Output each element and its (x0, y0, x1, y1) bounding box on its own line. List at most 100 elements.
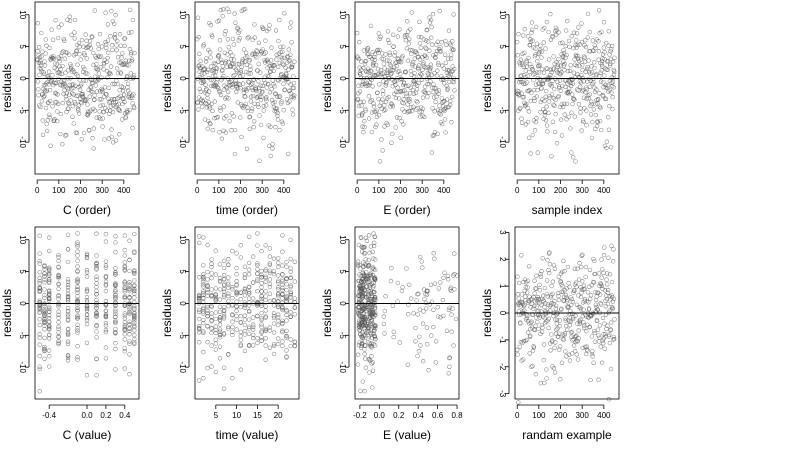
data-point (209, 32, 215, 38)
data-point (450, 64, 455, 69)
data-point (408, 27, 413, 32)
data-point (567, 352, 572, 357)
data-point (599, 127, 604, 133)
data-point (49, 27, 54, 32)
data-point (602, 245, 607, 250)
data-point (228, 50, 233, 55)
data-point (46, 82, 51, 87)
data-point (611, 296, 617, 302)
data-point (522, 308, 527, 313)
data-point (84, 295, 90, 300)
data-point (110, 47, 115, 53)
data-point (401, 101, 406, 106)
data-point (216, 18, 222, 23)
data-point (404, 46, 409, 51)
data-point (394, 115, 400, 120)
data-point (75, 344, 80, 349)
data-point (368, 344, 373, 349)
data-point (262, 51, 267, 56)
data-point (530, 38, 535, 43)
data-point (201, 306, 206, 312)
data-point (570, 351, 575, 356)
data-point (132, 249, 137, 254)
data-point (113, 320, 118, 326)
data-point (126, 88, 131, 93)
data-point (546, 251, 552, 256)
data-point (600, 56, 605, 61)
y-tick-label: -1 (498, 336, 507, 344)
data-point (578, 80, 584, 85)
data-point (56, 324, 61, 329)
data-point (267, 328, 273, 333)
data-point (383, 99, 389, 104)
data-point (234, 265, 239, 271)
data-point (56, 304, 61, 309)
data-point (122, 349, 127, 354)
data-point (114, 48, 119, 53)
data-point (73, 83, 78, 89)
data-point (47, 348, 52, 353)
data-point (266, 74, 272, 79)
data-point (448, 56, 454, 61)
data-point (372, 57, 378, 62)
data-point (570, 77, 575, 82)
data-point (528, 333, 533, 338)
data-point (100, 102, 106, 108)
data-point (203, 82, 208, 87)
y-axis-label: residuals (320, 289, 334, 337)
data-point (81, 44, 86, 49)
data-point (428, 282, 434, 287)
data-point (127, 306, 132, 312)
data-point (439, 40, 444, 45)
data-point (360, 286, 365, 291)
data-point (361, 333, 366, 338)
data-point (534, 24, 539, 30)
data-point (255, 68, 260, 73)
data-point (574, 333, 579, 338)
data-point (263, 243, 268, 248)
data-point (407, 282, 412, 287)
data-point (122, 295, 127, 301)
data-point (75, 322, 80, 327)
data-point (72, 17, 78, 23)
data-point (111, 140, 116, 145)
data-point (385, 68, 390, 73)
data-point (365, 276, 371, 281)
data-point (367, 341, 372, 346)
data-point (217, 322, 223, 327)
data-point (547, 95, 552, 101)
data-point (577, 42, 583, 47)
data-point (37, 366, 42, 372)
data-point (242, 328, 248, 334)
data-point (516, 400, 521, 405)
data-point (283, 65, 288, 70)
data-point (569, 110, 574, 115)
data-point (602, 73, 607, 78)
data-point (524, 337, 529, 343)
data-point (403, 69, 408, 74)
data-point (268, 124, 273, 129)
data-point (232, 11, 237, 16)
data-point (414, 87, 420, 92)
data-point (373, 62, 379, 68)
data-point (447, 355, 453, 360)
data-point (217, 327, 223, 332)
data-point (224, 85, 230, 91)
data-point (526, 109, 532, 114)
data-point (74, 130, 80, 136)
data-point (259, 268, 264, 274)
data-point (42, 63, 48, 68)
data-point (66, 100, 71, 106)
data-point (214, 66, 220, 71)
data-point (539, 55, 544, 60)
data-point (123, 114, 129, 119)
data-point (267, 325, 273, 330)
data-point (370, 368, 376, 373)
data-point (539, 49, 545, 54)
data-point (113, 367, 118, 372)
data-point (524, 315, 530, 321)
data-point (204, 56, 209, 61)
data-point (539, 67, 545, 72)
data-point (572, 266, 577, 271)
data-point (355, 362, 361, 367)
